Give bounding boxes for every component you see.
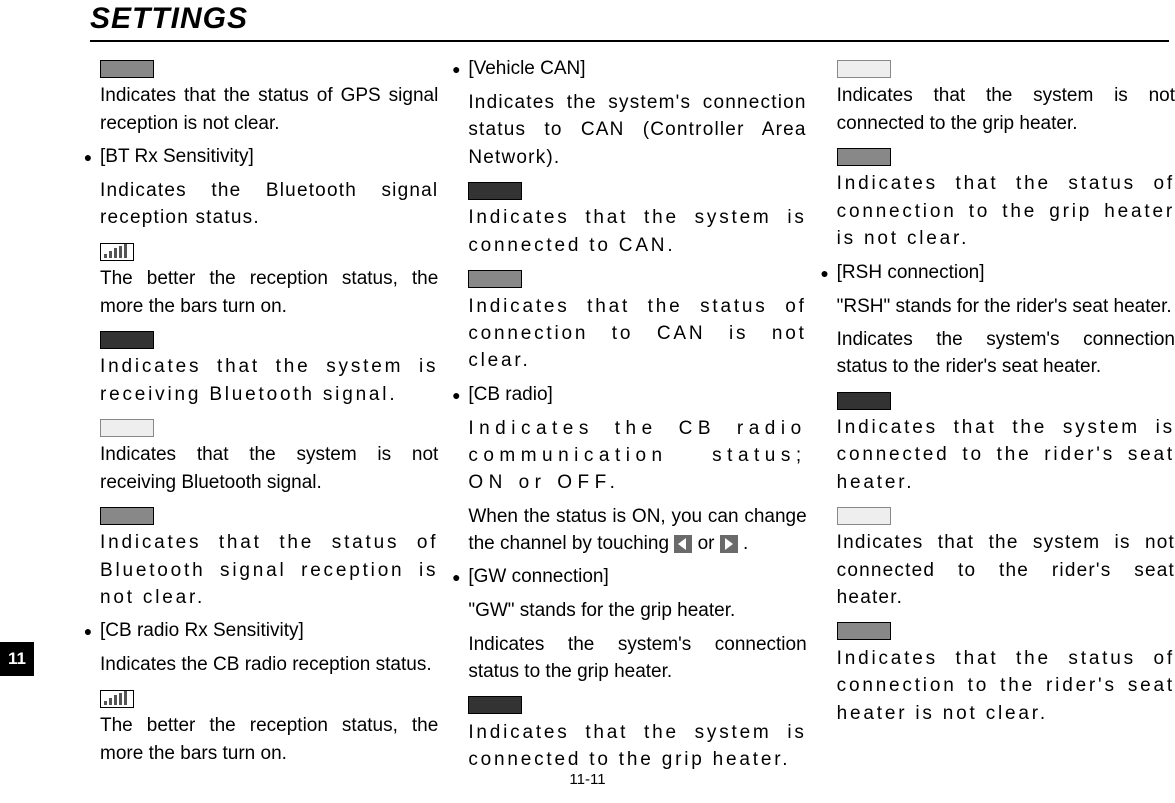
text-gw-connected: Indicates that the system is connected t…	[468, 719, 806, 774]
bullet-bt-rx: ● [BT Rx Sensitivity]	[76, 143, 438, 171]
bullet-label: [RSH connection]	[837, 259, 985, 286]
bullet-icon: ●	[444, 55, 468, 83]
text-gw-connection: Indicates the system's connection status…	[468, 631, 806, 686]
bullet-label: [CB radio]	[468, 381, 552, 408]
text-bars-better: The better the reception status, the mor…	[100, 265, 438, 320]
not-receiving-bt-icon	[100, 419, 154, 437]
can-connected-icon	[468, 182, 522, 200]
bullet-label: [GW connection]	[468, 563, 608, 590]
channel-right-icon	[720, 535, 738, 553]
text-cb-bars-better: The better the reception status, the mor…	[100, 712, 438, 767]
text-fragment: .	[738, 533, 749, 554]
text-rsh-connection: Indicates the system's connection status…	[837, 326, 1175, 381]
text-rsh-connected: Indicates that the system is connected t…	[837, 414, 1175, 496]
can-unclear-icon	[468, 270, 522, 288]
column-2: ● [Vehicle CAN] Indicates the system's c…	[468, 55, 806, 780]
channel-left-icon	[674, 535, 692, 553]
bullet-cb-rx: ● [CB radio Rx Sensitivity]	[76, 617, 438, 645]
text-gw-unclear: Indicates that the status of connection …	[837, 170, 1175, 252]
bullet-vehicle-can: ● [Vehicle CAN]	[444, 55, 806, 83]
page-tab: 11	[0, 642, 34, 676]
bullet-label: [BT Rx Sensitivity]	[100, 143, 254, 170]
text-cb-channel: When the status is ON, you can change th…	[468, 503, 806, 558]
column-1: Indicates that the status of GPS signal …	[100, 55, 438, 780]
text-rsh-unclear: Indicates that the status of connection …	[837, 645, 1175, 727]
text-rsh-not-connected: Indicates that the system is not connect…	[837, 529, 1175, 611]
content-columns: Indicates that the status of GPS signal …	[100, 55, 1175, 780]
text-bt-receiving: Indicates that the system is receiving B…	[100, 353, 438, 408]
signal-bars-icon	[100, 690, 134, 708]
bullet-label: [Vehicle CAN]	[468, 55, 585, 82]
text-rsh-stands: "RSH" stands for the rider's seat heater…	[837, 293, 1175, 320]
text-gps-unclear: Indicates that the status of GPS signal …	[100, 82, 438, 137]
page-header: SETTINGS	[90, 2, 1169, 42]
bullet-icon: ●	[76, 143, 100, 171]
text-gw-not-connected: Indicates that the system is not connect…	[837, 82, 1175, 137]
header-rule	[90, 40, 1169, 42]
bullet-icon: ●	[813, 259, 837, 287]
text-cb-status: Indicates the CB radio reception status.	[100, 651, 438, 678]
bullet-icon: ●	[444, 563, 468, 591]
text-cb-comm: Indicates the CB radio communication sta…	[468, 415, 806, 497]
text-fragment: When the status is ON, you can change th…	[468, 506, 806, 554]
text-can-connection: Indicates the system's connection status…	[468, 89, 806, 171]
text-bt-not-receiving: Indicates that the system is not receivi…	[100, 441, 438, 496]
bullet-label: [CB radio Rx Sensitivity]	[100, 617, 304, 644]
text-bt-unclear: Indicates that the status of Bluetooth s…	[100, 529, 438, 611]
bullet-rsh: ● [RSH connection]	[813, 259, 1175, 287]
rsh-not-connected-icon	[837, 507, 891, 525]
text-gw-stands: "GW" stands for the grip heater.	[468, 597, 806, 624]
text-can-connected: Indicates that the system is connected t…	[468, 204, 806, 259]
gw-not-connected-icon	[837, 60, 891, 78]
text-fragment: or	[692, 533, 719, 554]
bullet-icon: ●	[76, 617, 100, 645]
receiving-bt-icon	[100, 331, 154, 349]
gw-connected-icon	[468, 696, 522, 714]
text-bt-status: Indicates the Bluetooth signal reception…	[100, 177, 438, 232]
rsh-connected-icon	[837, 392, 891, 410]
bt-unclear-icon	[100, 507, 154, 525]
page-title: SETTINGS	[90, 2, 1169, 36]
bullet-cb-radio: ● [CB radio]	[444, 381, 806, 409]
signal-bars-icon	[100, 243, 134, 261]
column-3: Indicates that the system is not connect…	[837, 55, 1175, 780]
text-can-unclear: Indicates that the status of connection …	[468, 293, 806, 375]
page-footer: 11-11	[0, 771, 1175, 788]
status-unclear-icon	[100, 60, 154, 78]
rsh-unclear-icon	[837, 622, 891, 640]
bullet-gw: ● [GW connection]	[444, 563, 806, 591]
bullet-icon: ●	[444, 381, 468, 409]
gw-unclear-icon	[837, 148, 891, 166]
